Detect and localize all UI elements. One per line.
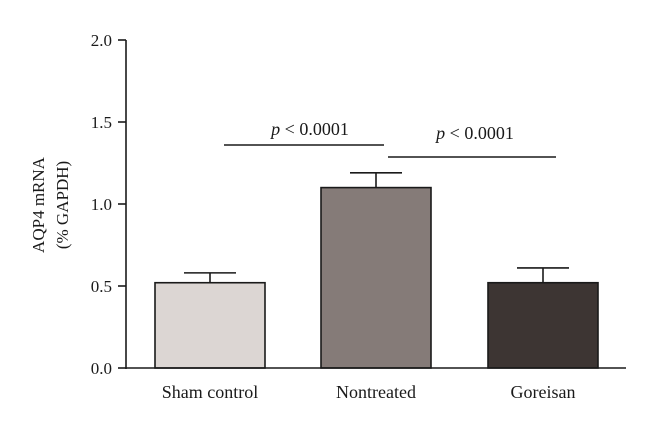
x-axis: Sham control Nontreated Goreisan	[126, 367, 626, 402]
y-axis-label-line-1: AQP4 mRNA	[29, 156, 48, 253]
y-tick-label: 0.5	[91, 277, 112, 296]
y-tick-label: 2.0	[91, 31, 112, 50]
bars	[154, 186, 599, 369]
y-tick-label: 0.0	[91, 359, 112, 378]
y-tick-label: 1.5	[91, 113, 112, 132]
y-tick-label: 1.0	[91, 195, 112, 214]
x-category-label: Nontreated	[336, 382, 416, 402]
significance-annotations: p < 0.0001 p < 0.0001	[224, 119, 556, 158]
bar-goreisan	[487, 281, 599, 369]
bar-sham-control	[154, 281, 266, 369]
significance-label: p < 0.0001	[269, 119, 349, 139]
y-axis: 0.0 0.5 1.0 1.5 2.0	[91, 31, 127, 378]
bar-nontreated	[320, 186, 432, 369]
y-axis-label-line-2: (% GAPDH)	[53, 161, 72, 249]
significance-label: p < 0.0001	[434, 123, 514, 143]
y-axis-label: AQP4 mRNA (% GAPDH)	[29, 156, 72, 253]
error-bars	[184, 172, 569, 283]
x-category-label: Goreisan	[511, 382, 576, 402]
x-category-label: Sham control	[162, 382, 259, 402]
